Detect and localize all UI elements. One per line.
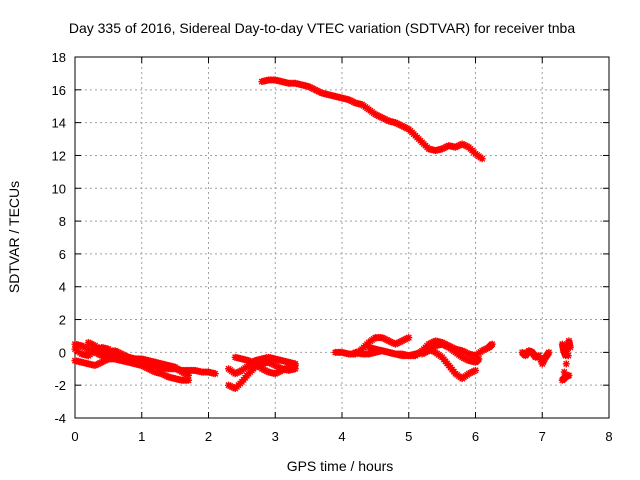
data-points <box>71 76 574 392</box>
y-tick-label: 18 <box>52 50 66 65</box>
x-tick-label: 5 <box>405 429 412 444</box>
series-track-g <box>231 353 299 378</box>
series-track-b <box>71 355 192 384</box>
series-track-f <box>225 353 299 378</box>
y-axis-label: SDTVAR / TECUs <box>6 181 22 293</box>
x-tick-label: 1 <box>138 429 145 444</box>
data-point <box>566 343 574 351</box>
x-tick-label: 8 <box>605 429 612 444</box>
x-tick-label: 2 <box>205 429 212 444</box>
series-track-d <box>84 339 159 366</box>
series-track-l <box>518 347 553 368</box>
data-point <box>564 352 572 360</box>
y-tick-label: 6 <box>59 247 66 262</box>
y-tick-label: 14 <box>52 116 66 131</box>
y-tick-label: 4 <box>59 280 66 295</box>
x-tick-label: 3 <box>272 429 279 444</box>
series-track-h <box>331 334 413 358</box>
data-point <box>151 358 159 366</box>
y-tick-label: -4 <box>54 411 66 426</box>
x-tick-label: 4 <box>338 429 345 444</box>
y-tick-label: 12 <box>52 148 66 163</box>
series-track-k <box>418 340 483 366</box>
x-axis-ticks: 0 1 2 3 4 5 6 7 8 <box>71 57 613 444</box>
data-point <box>405 334 413 342</box>
y-tick-label: 10 <box>52 181 66 196</box>
x-axis-label: GPS time / hours <box>287 458 394 474</box>
data-point <box>565 371 573 379</box>
data-point <box>478 155 486 163</box>
grid <box>75 57 609 418</box>
y-tick-label: 2 <box>59 313 66 328</box>
series-track-upper <box>258 76 486 163</box>
data-point <box>545 348 553 356</box>
y-axis-ticks: -4 -2 0 2 4 6 8 10 12 14 16 18 <box>52 50 609 426</box>
y-tick-label: 0 <box>59 345 66 360</box>
x-tick-label: 7 <box>539 429 546 444</box>
y-tick-label: -2 <box>54 378 66 393</box>
data-point <box>291 361 299 369</box>
series-track-m <box>558 337 574 384</box>
data-point <box>472 366 479 374</box>
data-point <box>488 340 496 348</box>
y-tick-label: 16 <box>52 83 66 98</box>
data-point <box>562 360 570 368</box>
y-tick-label: 8 <box>59 214 66 229</box>
x-tick-label: 6 <box>472 429 479 444</box>
data-point <box>184 371 192 379</box>
x-tick-label: 0 <box>71 429 78 444</box>
chart-title: Day 335 of 2016, Sidereal Day-to-day VTE… <box>69 20 576 36</box>
data-point <box>475 355 483 363</box>
data-point <box>211 370 219 378</box>
